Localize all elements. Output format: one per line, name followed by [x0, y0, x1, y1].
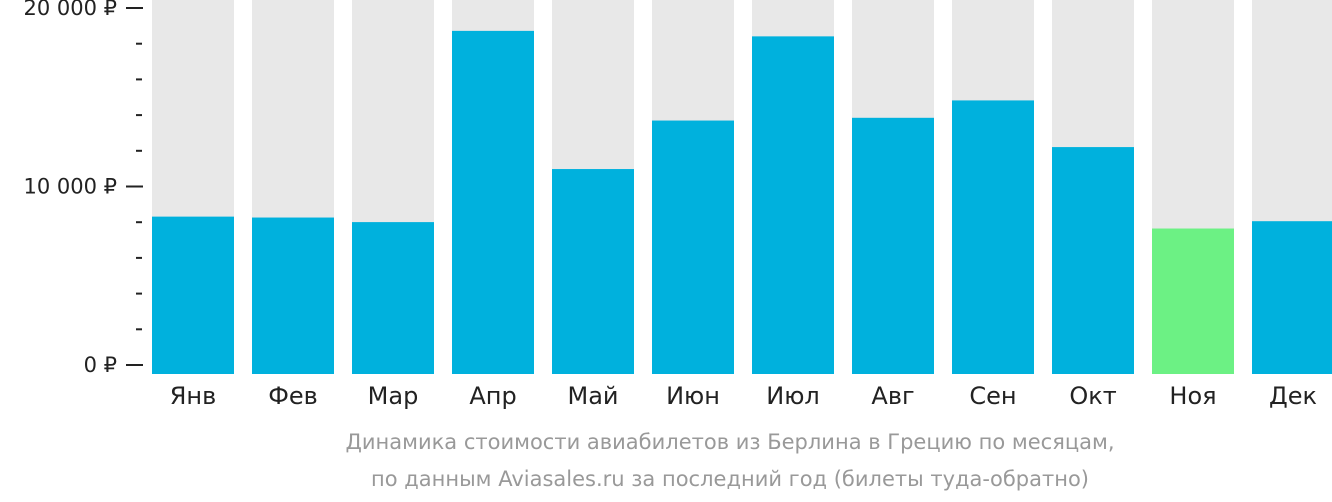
bar-5	[552, 169, 634, 374]
bar-6	[652, 120, 734, 374]
x-tick-label: Окт	[1069, 382, 1116, 410]
bar-9	[952, 100, 1034, 374]
x-tick-label: Мар	[368, 382, 419, 410]
price-bar-chart: 0 ₽ 10 000 ₽ 20 000 ₽ Янв Фев Мар Апр Май Июн Июл…	[23, 0, 1332, 410]
x-tick-label: Сен	[969, 382, 1016, 410]
bar-7	[752, 36, 834, 375]
bar-2	[252, 217, 334, 374]
x-tick-label: Ноя	[1169, 382, 1216, 410]
y-tick-label: 0 ₽	[84, 353, 117, 377]
bar-3	[352, 222, 434, 374]
bar-10	[1052, 147, 1134, 374]
chart-caption-line-2: по данным Aviasales.ru за последний год …	[371, 467, 1089, 491]
x-tick-label: Янв	[170, 382, 217, 410]
bar-8	[852, 117, 934, 375]
x-tick-label: Май	[567, 382, 618, 410]
x-tick-label: Дек	[1269, 382, 1317, 410]
bar-12	[1252, 221, 1332, 374]
bar-11	[1152, 228, 1234, 374]
x-tick-label: Июн	[666, 382, 720, 410]
x-tick-label: Авг	[871, 382, 914, 410]
x-tick-label: Июл	[766, 382, 820, 410]
chart-caption-line-1: Динамика стоимости авиабилетов из Берлин…	[345, 430, 1115, 454]
bar-1	[152, 216, 234, 374]
x-tick-label: Апр	[469, 382, 516, 410]
y-tick-label: 20 000 ₽	[23, 0, 117, 20]
x-tick-label: Фев	[268, 382, 318, 410]
y-tick-label: 10 000 ₽	[23, 175, 117, 199]
bar-4	[452, 30, 534, 374]
